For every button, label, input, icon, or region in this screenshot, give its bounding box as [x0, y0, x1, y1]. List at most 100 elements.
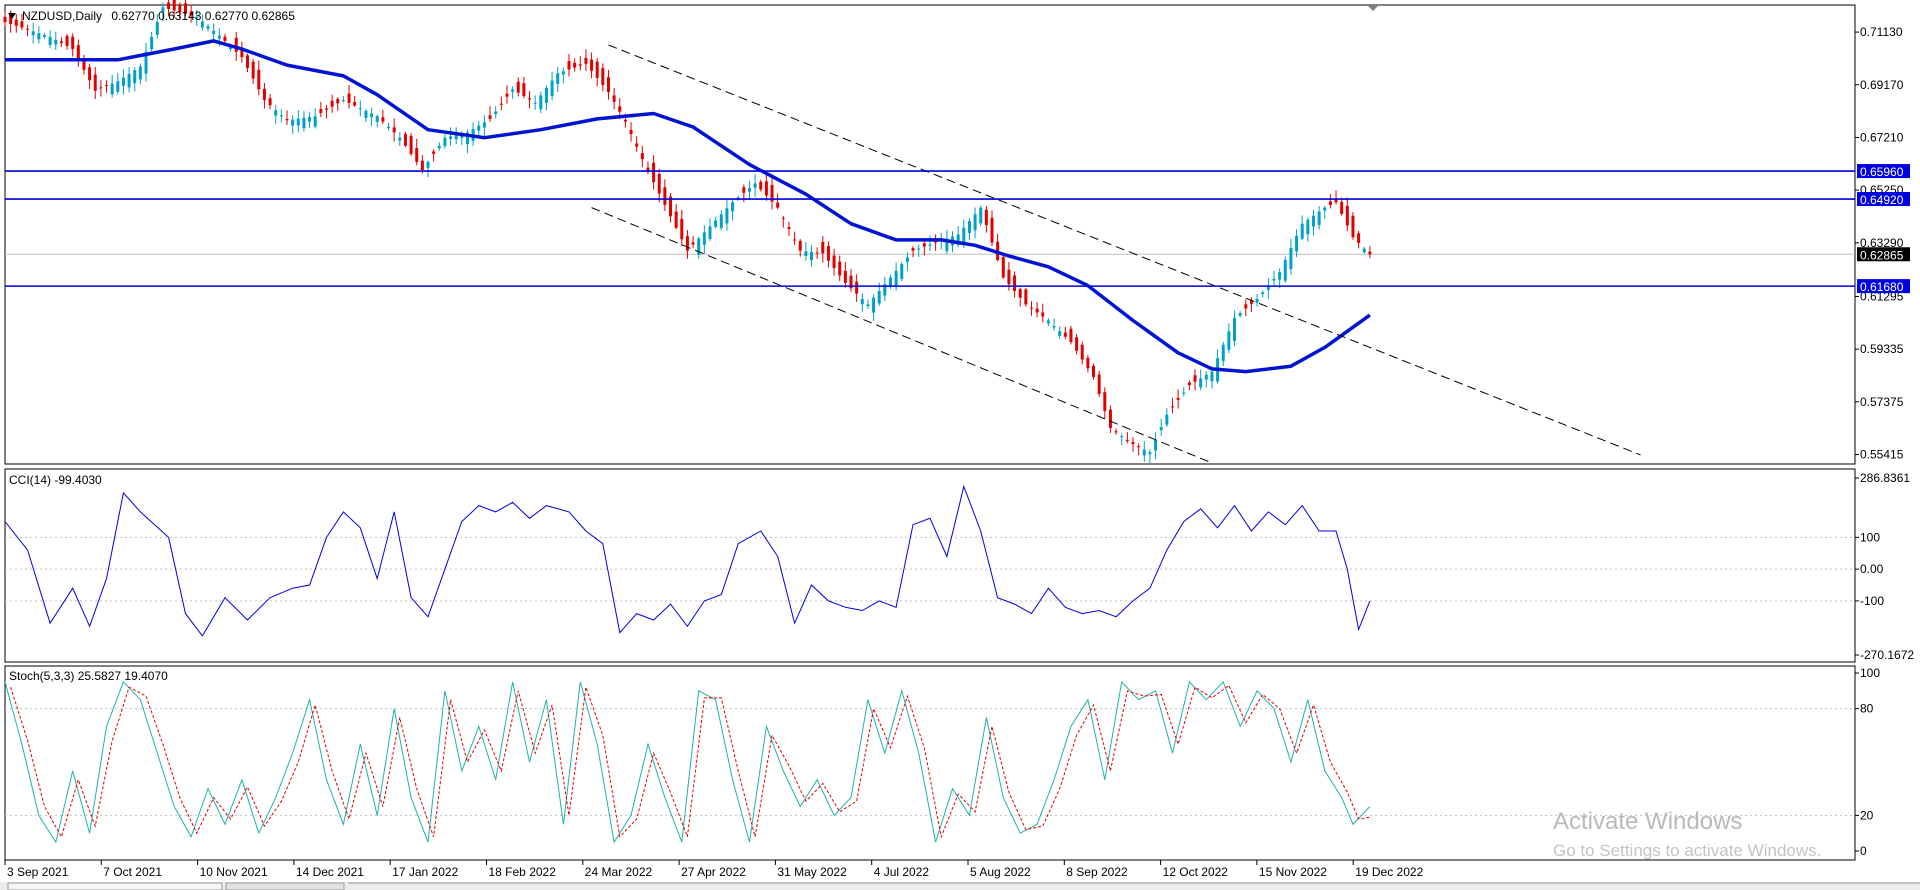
candle: [979, 205, 983, 227]
candle: [1323, 206, 1327, 219]
tab-chart-2[interactable]: [225, 882, 345, 890]
date-tick-label: 3 Sep 2021: [7, 865, 69, 879]
candle: [719, 210, 723, 231]
date-tick-label: 12 Oct 2022: [1163, 865, 1229, 879]
candle: [1317, 205, 1321, 230]
candle: [262, 83, 266, 109]
stoch-tick-label: 20: [1860, 808, 1874, 822]
dropdown-triangle-icon[interactable]: [8, 13, 16, 19]
candle: [1120, 433, 1124, 446]
price-tick-label: 0.69170: [1860, 78, 1904, 92]
price-tick-label: 0.67210: [1860, 130, 1904, 144]
date-tick-label: 18 Feb 2022: [489, 865, 557, 879]
candle: [849, 269, 853, 292]
candle: [731, 200, 735, 221]
candle: [26, 24, 30, 37]
candle: [1289, 238, 1293, 275]
candle: [640, 145, 644, 168]
candle: [144, 42, 148, 82]
candle: [860, 293, 864, 312]
date-tick-label: 7 Oct 2021: [103, 865, 162, 879]
candle: [663, 179, 667, 211]
candle: [561, 67, 565, 84]
candle: [133, 67, 137, 92]
candle: [573, 58, 577, 72]
candle: [1238, 311, 1242, 318]
candle: [652, 155, 656, 190]
candle: [1176, 389, 1180, 409]
candle: [815, 247, 819, 259]
candle: [793, 231, 797, 246]
candle: [381, 109, 385, 124]
candle: [324, 105, 328, 119]
candle: [1125, 432, 1129, 444]
candle: [905, 252, 909, 272]
candle: [798, 239, 802, 257]
price-tick-label: 0.55415: [1860, 448, 1904, 462]
candle: [285, 110, 289, 125]
candle: [477, 120, 481, 138]
price-tick-label: 0.57375: [1860, 395, 1904, 409]
candle: [432, 149, 436, 162]
candle: [967, 218, 971, 241]
candle: [42, 32, 46, 39]
candle: [1233, 310, 1237, 347]
candle: [838, 255, 842, 282]
cci-tick-label: 286.8361: [1860, 471, 1910, 485]
stoch-panel[interactable]: [4, 665, 1856, 861]
candle: [832, 248, 836, 276]
candle: [364, 108, 368, 123]
candle: [505, 85, 509, 104]
level-tag: [1857, 164, 1910, 179]
candle: [494, 106, 498, 119]
candle: [584, 49, 588, 72]
candle: [522, 76, 526, 99]
candle: [657, 169, 661, 203]
moving-average-line: [5, 39, 1371, 374]
candle: [82, 54, 86, 75]
candle: [629, 122, 633, 142]
price-panel[interactable]: [4, 4, 1856, 465]
candle: [1097, 370, 1101, 397]
price-tick-label: 0.71130: [1860, 25, 1903, 39]
candle: [590, 52, 594, 79]
stoch-main-line: [4, 680, 1371, 844]
candle: [1108, 405, 1112, 433]
candle: [138, 63, 142, 85]
candle: [161, 2, 165, 22]
candle: [1075, 334, 1079, 355]
stoch-tick-label: 80: [1860, 702, 1874, 716]
channel-upper-line[interactable]: [608, 44, 1641, 456]
cci-tick-label: 100: [1860, 530, 1880, 544]
candle: [88, 63, 92, 89]
candle: [1035, 302, 1039, 318]
cci-panel[interactable]: [4, 468, 1856, 663]
ohlc-readout: 0.62770 0.63143 0.62770 0.62865: [111, 9, 295, 23]
candle: [449, 127, 453, 146]
candle: [1114, 428, 1118, 435]
candle: [409, 132, 413, 157]
tab-chart-1[interactable]: [7, 882, 223, 890]
candle: [313, 108, 317, 129]
candle: [714, 216, 718, 229]
candle: [669, 192, 673, 223]
candle: [990, 210, 994, 247]
date-tick-label: 19 Dec 2022: [1355, 865, 1423, 879]
candle: [189, 4, 193, 23]
candle: [1221, 341, 1225, 367]
candle: [911, 246, 915, 258]
candle: [1069, 326, 1073, 345]
candle: [14, 14, 18, 33]
chart-shift-marker-icon[interactable]: [1368, 6, 1378, 11]
candle: [702, 225, 706, 254]
candle: [781, 215, 785, 228]
candle: [1295, 229, 1299, 257]
candle: [539, 91, 543, 114]
candle: [691, 236, 695, 249]
candle: [1080, 341, 1084, 365]
candle: [1148, 449, 1152, 464]
candle: [499, 96, 503, 111]
date-tick-label: 24 Mar 2022: [585, 865, 653, 879]
candle: [54, 31, 58, 50]
